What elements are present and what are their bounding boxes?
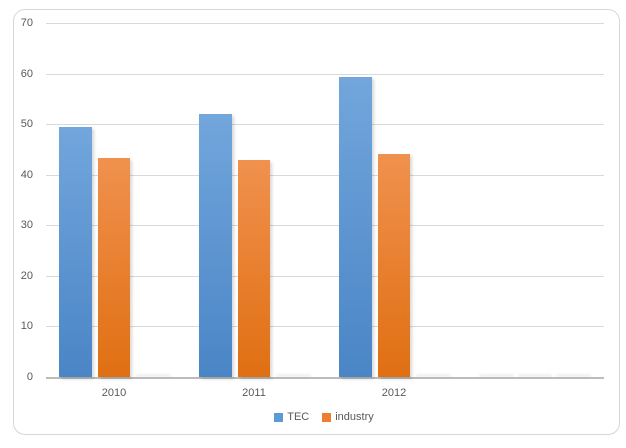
zero-bar-shadow <box>479 374 514 377</box>
bar-industry-2010 <box>97 158 131 377</box>
y-axis-tick-label: 50 <box>20 118 33 131</box>
bar-industry-2012 <box>377 154 411 377</box>
y-axis-tick-label: 0 <box>26 371 33 383</box>
zero-bar-shadow <box>136 374 171 377</box>
zero-bar-shadow <box>276 374 311 377</box>
y-axis-tick-label: 20 <box>20 269 33 282</box>
gridline <box>46 275 604 277</box>
gridline <box>46 326 604 328</box>
gridline <box>46 73 604 75</box>
bar-TEC-2011 <box>199 114 232 377</box>
legend-swatch-industry-icon <box>322 412 332 422</box>
legend-label-tec: TEC <box>287 411 310 423</box>
bar-industry-2011 <box>237 159 271 377</box>
bar-TEC-2010 <box>59 127 92 377</box>
y-axis-tick-label: 30 <box>20 219 33 232</box>
zero-bar-shadow <box>416 374 451 377</box>
x-axis-category-label: 2011 <box>242 387 266 399</box>
legend-item-industry: industry <box>322 411 374 423</box>
legend-swatch-tec-icon <box>274 412 284 422</box>
zero-bar-shadow <box>517 374 553 377</box>
legend-item-tec: TEC <box>274 411 309 423</box>
y-axis-tick-label: 40 <box>20 168 33 181</box>
x-axis-category-label: 2010 <box>101 387 127 399</box>
zero-bar-shadow <box>556 374 591 377</box>
legend-label-industry: industry <box>335 411 374 423</box>
x-axis-category-label: 2012 <box>381 387 407 399</box>
gridline <box>46 23 604 24</box>
bar-TEC-2012 <box>339 77 372 377</box>
gridline <box>46 225 604 227</box>
y-axis-tick-label: 10 <box>20 320 33 333</box>
chart-legend: TEC industry <box>44 410 604 424</box>
x-axis-line <box>46 377 604 379</box>
y-axis-tick-label: 60 <box>20 67 33 80</box>
gridline <box>46 124 604 126</box>
y-axis-tick-label: 70 <box>20 17 33 29</box>
gridline <box>46 174 604 176</box>
